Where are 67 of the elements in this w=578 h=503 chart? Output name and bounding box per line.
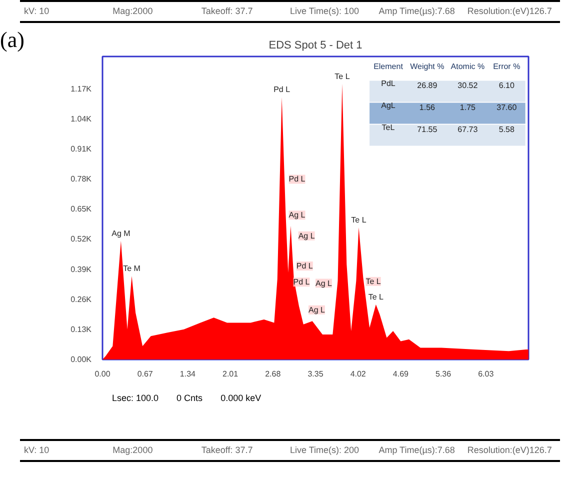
annotation: 5.58	[498, 125, 515, 134]
y-tick-label: 0.26K	[70, 294, 92, 304]
text: Takeoff: 37.7	[201, 5, 254, 18]
x-tick-label: 0.67	[137, 370, 154, 378]
text: Resolution:(eV)126.7	[467, 444, 553, 457]
annotation: Te L	[351, 215, 367, 224]
text: 0 Cnts	[176, 392, 203, 405]
annotation: Te M	[123, 264, 141, 273]
annotation: Pd L	[288, 174, 306, 184]
annotation: 1.75	[460, 103, 476, 112]
x-tick-label: 2.01	[222, 370, 239, 378]
text: Resolution:(eV)126.7	[467, 5, 553, 18]
text: kV: 10	[24, 444, 50, 457]
annotation: Atomic %	[450, 62, 485, 71]
annotation: Te L	[334, 72, 350, 81]
text: Amp Time(µs):7.68	[378, 444, 456, 457]
annotation: Element	[374, 62, 404, 71]
annotation: 67.73	[458, 125, 478, 134]
text: kV: 10	[24, 5, 50, 18]
text: Live Time(s): 200	[290, 444, 360, 457]
x-tick-label: 6.03	[478, 370, 494, 378]
x-tick-label: 1.34	[180, 370, 196, 378]
annotation: Te L	[368, 292, 384, 302]
annotation: PdL	[381, 79, 396, 88]
annotation: Pd L	[293, 278, 310, 287]
text: Amp Time(µs):7.68	[378, 5, 456, 18]
x-tick-label: 3.35	[308, 370, 324, 378]
text: (a)	[0, 26, 24, 54]
y-tick-label: 0.91K	[70, 144, 92, 154]
annotation: 30.52	[458, 81, 478, 90]
annotation: Ag L	[288, 210, 306, 220]
annotation: Ag M	[112, 228, 131, 238]
annotation: Weight %	[410, 62, 444, 71]
annotation: 1.56	[419, 103, 436, 112]
text: Live Time(s): 100	[290, 5, 360, 18]
x-tick-label: 5.36	[436, 370, 452, 378]
annotation: Pd L	[296, 261, 314, 270]
y-tick-label: 0.39K	[70, 264, 92, 274]
x-tick-label: 2.68	[265, 370, 282, 378]
annotation: 37.60	[496, 103, 518, 112]
text: Takeoff: 37.7	[201, 444, 254, 457]
y-tick-label: 1.04K	[70, 114, 92, 124]
x-tick-label: 0.00	[94, 370, 111, 378]
annotation: Pd L	[274, 85, 291, 94]
annotation: Error %	[493, 62, 520, 71]
annotation: Ag L	[298, 231, 316, 240]
y-tick-label: 0.65K	[70, 204, 92, 214]
y-tick-label: 0.00K	[70, 355, 92, 364]
text: 0.000 keV	[220, 392, 262, 405]
y-tick-label: 1.17K	[70, 84, 92, 94]
x-tick-label: 4.02	[350, 370, 366, 378]
y-tick-label: 0.78K	[70, 174, 92, 184]
x-tick-label: 4.69	[392, 370, 410, 378]
text: Lsec: 100.0	[112, 392, 159, 405]
text: Mag:2000	[112, 5, 154, 18]
annotation: 6.10	[498, 81, 515, 90]
annotation: Te L	[366, 276, 382, 286]
annotation: Ag L	[316, 278, 333, 288]
chart-title: EDS Spot 5 - Det 1	[268, 40, 362, 52]
annotation: AgL	[381, 101, 396, 110]
text: Mag:2000	[112, 444, 154, 457]
annotation: 71.55	[417, 125, 438, 134]
y-tick-label: 0.13K	[70, 324, 92, 334]
annotation: 26.89	[417, 81, 438, 90]
annotation: TeL	[382, 123, 396, 132]
annotation: Ag L	[308, 305, 326, 314]
y-tick-label: 0.52K	[70, 234, 92, 244]
